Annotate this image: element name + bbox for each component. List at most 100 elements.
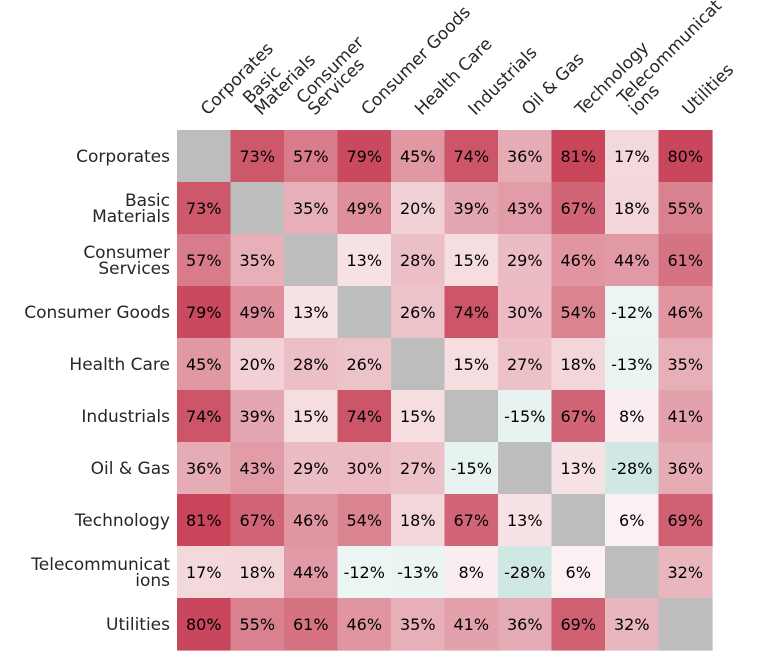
heatmap-cell xyxy=(551,130,606,183)
heatmap-cell xyxy=(177,234,232,287)
heatmap-cell xyxy=(605,598,660,651)
heatmap-cell xyxy=(605,494,660,547)
heatmap-cell xyxy=(391,494,446,547)
cell-value-label: 17% xyxy=(186,563,222,582)
cell-value-label: 36% xyxy=(186,459,222,478)
cell-value-label: 35% xyxy=(667,355,703,374)
heatmap-cell xyxy=(658,442,713,495)
heatmap-cell xyxy=(337,598,392,651)
cell-value-label: 79% xyxy=(346,147,382,166)
heatmap-cell xyxy=(658,338,713,391)
cell-value-label: 74% xyxy=(186,407,222,426)
heatmap-cell xyxy=(444,494,499,547)
cell-value-label: 13% xyxy=(507,511,543,530)
cell-value-label: 54% xyxy=(560,303,596,322)
cell-value-label: 15% xyxy=(400,407,436,426)
heatmap-cell xyxy=(658,130,713,183)
heatmap-cell xyxy=(551,182,606,235)
heatmap-cell xyxy=(498,130,553,183)
heatmap-cell xyxy=(230,390,285,443)
cell-value-label: 46% xyxy=(667,303,703,322)
cell-value-label: -12% xyxy=(611,303,652,322)
heatmap-cell xyxy=(658,182,713,235)
cell-value-label: 29% xyxy=(293,459,329,478)
cell-value-label: 49% xyxy=(346,199,382,218)
cell-value-label: 67% xyxy=(560,407,596,426)
cell-value-label: 69% xyxy=(667,511,703,530)
heatmap-cell xyxy=(337,390,392,443)
cell-value-label: 44% xyxy=(614,251,650,270)
heatmap-cell xyxy=(177,390,232,443)
cell-value-label: 81% xyxy=(560,147,596,166)
heatmap-cell xyxy=(551,598,606,651)
cell-value-label: 57% xyxy=(293,147,329,166)
heatmap-cell xyxy=(551,234,606,287)
cell-value-label: 43% xyxy=(239,459,275,478)
cell-value-label: 32% xyxy=(667,563,703,582)
heatmap-cell xyxy=(337,338,392,391)
cell-value-label: 79% xyxy=(186,303,222,322)
cell-value-label: 45% xyxy=(400,147,436,166)
heatmap-cell xyxy=(551,390,606,443)
row-label: Consumer Services xyxy=(83,243,170,279)
heatmap-cell-diagonal xyxy=(551,494,606,547)
row-label: Corporates xyxy=(76,147,170,167)
cell-value-label: 18% xyxy=(614,199,650,218)
heatmap-cell xyxy=(658,286,713,339)
heatmap-cell xyxy=(230,494,285,547)
cell-value-label: 17% xyxy=(614,147,650,166)
heatmap-cell xyxy=(337,234,392,287)
cell-value-label: 36% xyxy=(507,615,543,634)
cell-value-label: 15% xyxy=(293,407,329,426)
cell-value-label: 15% xyxy=(453,355,489,374)
heatmap-cell xyxy=(605,338,660,391)
heatmap-cell xyxy=(284,598,339,651)
heatmap-cell xyxy=(284,390,339,443)
cell-value-label: 57% xyxy=(186,251,222,270)
heatmap-cell-diagonal xyxy=(444,390,499,443)
heatmap-cell-diagonal xyxy=(337,286,392,339)
column-label-line: Utilities xyxy=(679,60,738,119)
cell-value-label: 46% xyxy=(293,511,329,530)
heatmap-cell xyxy=(658,390,713,443)
heatmap-cell xyxy=(498,234,553,287)
heatmap-cell xyxy=(498,182,553,235)
cell-value-label: 6% xyxy=(566,563,591,582)
heatmap-cell xyxy=(551,546,606,599)
cell-value-label: 26% xyxy=(400,303,436,322)
heatmap-cell-diagonal xyxy=(284,234,339,287)
row-label: Utilities xyxy=(106,615,170,635)
heatmap-cell xyxy=(230,598,285,651)
heatmap-cell xyxy=(284,442,339,495)
cell-value-label: 20% xyxy=(239,355,275,374)
cell-value-label: 55% xyxy=(239,615,275,634)
cell-value-label: 67% xyxy=(560,199,596,218)
cell-value-label: 18% xyxy=(400,511,436,530)
heatmap-cell xyxy=(444,286,499,339)
cell-value-label: 27% xyxy=(400,459,436,478)
heatmap-cell xyxy=(337,442,392,495)
cell-value-label: 30% xyxy=(346,459,382,478)
cell-value-label: 35% xyxy=(293,199,329,218)
heatmap-cell xyxy=(658,234,713,287)
cell-value-label: 80% xyxy=(667,147,703,166)
row-label: Health Care xyxy=(69,355,170,375)
heatmap-cell xyxy=(391,442,446,495)
row-label: Technology xyxy=(74,511,170,531)
cell-value-label: 46% xyxy=(346,615,382,634)
cell-value-label: 35% xyxy=(239,251,275,270)
row-label: Consumer Goods xyxy=(24,303,170,323)
heatmap-cell xyxy=(658,494,713,547)
cell-value-label: 15% xyxy=(453,251,489,270)
cell-value-label: 44% xyxy=(293,563,329,582)
heatmap-cell xyxy=(498,546,553,599)
heatmap-cell-diagonal xyxy=(658,598,713,651)
heatmap-cell xyxy=(444,130,499,183)
heatmap-cell xyxy=(498,286,553,339)
cell-value-label: 46% xyxy=(560,251,596,270)
cell-value-label: 29% xyxy=(507,251,543,270)
heatmap-cell xyxy=(498,390,553,443)
cell-value-label: 26% xyxy=(346,355,382,374)
heatmap-cell xyxy=(230,338,285,391)
cell-value-label: 39% xyxy=(453,199,489,218)
